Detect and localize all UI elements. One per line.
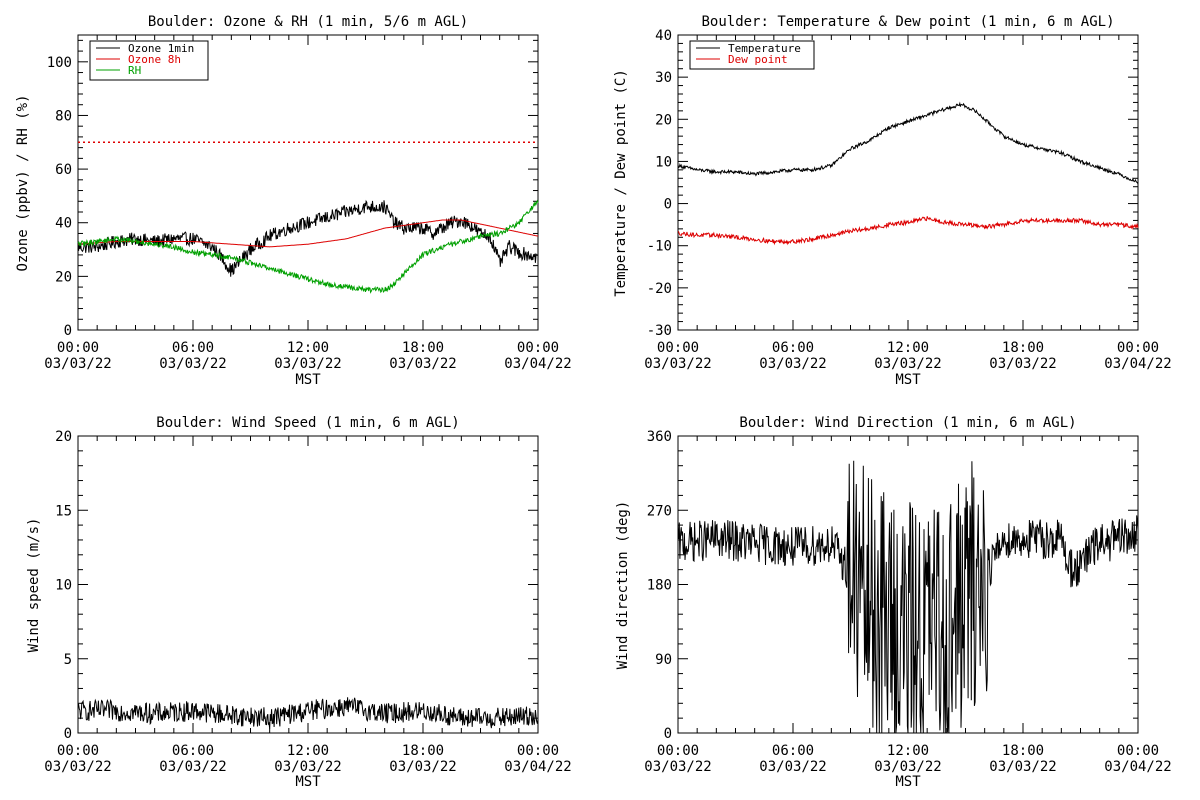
x-tick-time-label: 18:00	[402, 743, 444, 759]
y-tick-label: -30	[647, 323, 672, 339]
x-tick-time-label: 00:00	[657, 743, 699, 759]
series-line-main	[677, 460, 1139, 734]
series-line-rh	[77, 199, 539, 294]
y-axis-label: Wind direction (deg)	[615, 501, 631, 670]
x-tick-time-label: 12:00	[287, 340, 329, 356]
x-tick-time-label: 06:00	[772, 743, 814, 759]
x-axis-label: MST	[895, 372, 921, 388]
x-tick-date-label: 03/03/22	[44, 759, 111, 775]
x-tick-time-label: 00:00	[517, 340, 559, 356]
y-tick-label: 270	[647, 503, 672, 519]
x-tick-time-label: 12:00	[287, 743, 329, 759]
y-tick-label: 30	[655, 70, 672, 86]
chart-title: Boulder: Ozone & RH (1 min, 5/6 m AGL)	[148, 14, 468, 30]
y-tick-label: -10	[647, 239, 672, 255]
y-tick-label: 40	[55, 216, 72, 232]
x-tick-date-label: 03/03/22	[389, 356, 456, 372]
x-tick-date-label: 03/03/22	[874, 759, 941, 775]
y-tick-label: -20	[647, 281, 672, 297]
x-tick-time-label: 00:00	[517, 743, 559, 759]
chart-title: Boulder: Wind Speed (1 min, 6 m AGL)	[156, 415, 459, 431]
y-tick-label: 100	[47, 55, 72, 71]
x-tick-date-label: 03/04/22	[504, 759, 571, 775]
y-tick-label: 180	[647, 578, 672, 594]
y-tick-label: 90	[655, 652, 672, 668]
y-axis-label: Ozone (ppbv) / RH (%)	[15, 94, 31, 271]
chart-title: Boulder: Temperature & Dew point (1 min,…	[701, 14, 1114, 30]
x-tick-date-label: 03/03/22	[644, 759, 711, 775]
y-tick-label: 20	[55, 429, 72, 445]
series-line-temperature	[677, 101, 1139, 185]
y-tick-label: 20	[655, 112, 672, 128]
panel-wind-speed: Boulder: Wind Speed (1 min, 6 m AGL) Win…	[26, 415, 572, 790]
x-axis-label: MST	[895, 774, 921, 790]
y-tick-label: 0	[664, 726, 672, 742]
x-tick-time-label: 12:00	[887, 743, 929, 759]
x-tick-date-label: 03/03/22	[159, 759, 226, 775]
x-tick-date-label: 03/03/22	[159, 356, 226, 372]
x-axis-label: MST	[295, 774, 321, 790]
chart-title: Boulder: Wind Direction (1 min, 6 m AGL)	[739, 415, 1076, 431]
x-tick-time-label: 00:00	[57, 743, 99, 759]
x-tick-time-label: 06:00	[172, 743, 214, 759]
y-tick-label: 0	[64, 726, 72, 742]
y-tick-label: 20	[55, 269, 72, 285]
series-line-ozone-1min	[77, 199, 539, 277]
y-axis-label: Temperature / Dew point (C)	[613, 69, 629, 297]
x-tick-date-label: 03/03/22	[989, 356, 1056, 372]
series-line-ozone-8h	[77, 219, 539, 248]
x-tick-time-label: 12:00	[887, 340, 929, 356]
x-tick-date-label: 03/04/22	[504, 356, 571, 372]
x-tick-time-label: 18:00	[402, 340, 444, 356]
x-tick-time-label: 06:00	[772, 340, 814, 356]
x-tick-date-label: 03/03/22	[644, 356, 711, 372]
series-line-dew-point	[677, 216, 1139, 246]
y-tick-label: 5	[64, 652, 72, 668]
x-axis-label: MST	[295, 372, 321, 388]
y-tick-label: 80	[55, 108, 72, 124]
y-tick-label: 15	[55, 503, 72, 519]
plot-frame	[77, 435, 539, 734]
x-tick-date-label: 03/04/22	[1104, 356, 1171, 372]
x-tick-time-label: 18:00	[1002, 340, 1044, 356]
x-tick-time-label: 00:00	[1117, 743, 1159, 759]
y-tick-label: 60	[55, 162, 72, 178]
x-tick-date-label: 03/03/22	[759, 356, 826, 372]
x-tick-date-label: 03/03/22	[759, 759, 826, 775]
legend-box	[689, 40, 815, 70]
y-tick-label: 0	[664, 197, 672, 213]
x-tick-date-label: 03/03/22	[274, 356, 341, 372]
panel-ozone-rh: Boulder: Ozone & RH (1 min, 5/6 m AGL) O…	[15, 14, 572, 388]
x-tick-time-label: 06:00	[172, 340, 214, 356]
legend-label: Ozone 8h	[128, 53, 181, 66]
series-line-main	[77, 697, 539, 729]
x-tick-date-label: 03/03/22	[989, 759, 1056, 775]
x-tick-time-label: 00:00	[1117, 340, 1159, 356]
legend-label: Ozone 1min	[128, 42, 194, 55]
legend-label: RH	[128, 64, 141, 77]
x-tick-date-label: 03/04/22	[1104, 759, 1171, 775]
legend-label: Temperature	[728, 42, 801, 55]
x-tick-date-label: 03/03/22	[874, 356, 941, 372]
y-axis-label: Wind speed (m/s)	[26, 518, 42, 653]
panel-wind-direction: Boulder: Wind Direction (1 min, 6 m AGL)…	[615, 415, 1172, 790]
x-tick-date-label: 03/03/22	[44, 356, 111, 372]
y-tick-label: 360	[647, 429, 672, 445]
plot-frame	[677, 34, 1139, 331]
y-tick-label: 0	[64, 323, 72, 339]
y-tick-label: 40	[655, 28, 672, 44]
x-tick-date-label: 03/03/22	[274, 759, 341, 775]
y-tick-label: 10	[655, 154, 672, 170]
legend-label: Dew point	[728, 53, 788, 66]
x-tick-time-label: 18:00	[1002, 743, 1044, 759]
panel-temperature-dewpoint: Boulder: Temperature & Dew point (1 min,…	[613, 14, 1172, 388]
x-tick-time-label: 00:00	[657, 340, 699, 356]
x-tick-date-label: 03/03/22	[389, 759, 456, 775]
x-tick-time-label: 00:00	[57, 340, 99, 356]
y-tick-label: 10	[55, 578, 72, 594]
